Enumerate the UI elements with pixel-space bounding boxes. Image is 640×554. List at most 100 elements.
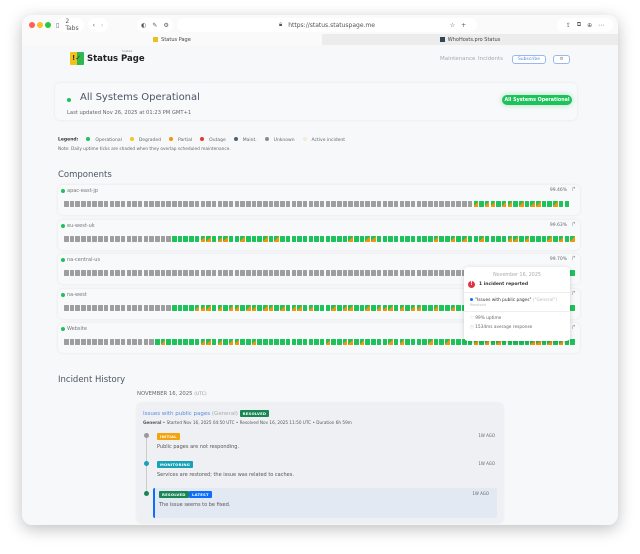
uptime-tick[interactable]: [376, 235, 382, 242]
uptime-tick[interactable]: [524, 201, 530, 207]
uptime-tick[interactable]: [120, 270, 126, 276]
uptime-tick[interactable]: [103, 339, 109, 345]
uptime-tick[interactable]: [302, 270, 308, 276]
uptime-tick[interactable]: [541, 235, 547, 242]
uptime-tick[interactable]: [126, 235, 132, 242]
uptime-tick[interactable]: [143, 270, 149, 276]
uptime-tick[interactable]: [439, 235, 444, 242]
uptime-tick[interactable]: [496, 235, 501, 242]
uptime-tick[interactable]: [319, 235, 325, 242]
uptime-tick[interactable]: [445, 235, 450, 242]
uptime-tick[interactable]: [132, 339, 137, 345]
uptime-tick[interactable]: [263, 339, 268, 345]
uptime-tick[interactable]: [86, 270, 92, 276]
uptime-tick[interactable]: [479, 235, 484, 242]
uptime-tick[interactable]: [280, 235, 285, 242]
uptime-tick[interactable]: [399, 201, 405, 207]
uptime-tick[interactable]: [342, 235, 348, 242]
uptime-tick[interactable]: [319, 270, 325, 276]
uptime-tick[interactable]: [155, 235, 160, 242]
copy-icon[interactable]: ⧉: [576, 21, 582, 28]
uptime-tick[interactable]: [484, 235, 490, 242]
uptime-tick[interactable]: [206, 201, 211, 207]
uptime-tick[interactable]: [570, 235, 575, 242]
uptime-tick[interactable]: [450, 235, 456, 242]
uptime-tick[interactable]: [473, 201, 478, 207]
uptime-tick[interactable]: [240, 339, 245, 345]
uptime-tick[interactable]: [223, 270, 228, 276]
uptime-tick[interactable]: [302, 304, 308, 311]
uptime-tick[interactable]: [410, 339, 416, 345]
uptime-tick[interactable]: [120, 304, 126, 311]
uptime-tick[interactable]: [194, 270, 200, 276]
uptime-tick[interactable]: [484, 339, 490, 345]
uptime-tick[interactable]: [359, 339, 365, 345]
uptime-tick[interactable]: [81, 201, 86, 207]
uptime-tick[interactable]: [240, 270, 245, 276]
uptime-tick[interactable]: [240, 201, 245, 207]
uptime-tick[interactable]: [359, 201, 365, 207]
uptime-tick[interactable]: [234, 339, 240, 345]
uptime-tick[interactable]: [428, 270, 433, 276]
uptime-tick[interactable]: [234, 304, 240, 311]
uptime-tick[interactable]: [92, 339, 97, 345]
uptime-tick[interactable]: [194, 235, 200, 242]
uptime-tick[interactable]: [223, 304, 228, 311]
uptime-tick[interactable]: [371, 201, 376, 207]
uptime-tick[interactable]: [268, 339, 274, 345]
uptime-tick[interactable]: [211, 339, 217, 345]
uptime-tick[interactable]: [274, 235, 279, 242]
uptime-tick[interactable]: [530, 201, 535, 207]
uptime-tick[interactable]: [405, 304, 410, 311]
uptime-tick[interactable]: [291, 339, 296, 345]
uptime-tick[interactable]: [501, 339, 507, 345]
uptime-tick[interactable]: [325, 270, 331, 276]
uptime-tick[interactable]: [160, 235, 166, 242]
uptime-tick[interactable]: [115, 339, 120, 345]
uptime-tick[interactable]: [132, 270, 137, 276]
uptime-tick[interactable]: [211, 304, 217, 311]
uptime-tick[interactable]: [524, 235, 530, 242]
uptime-tick[interactable]: [291, 304, 296, 311]
uptime-tick[interactable]: [155, 339, 160, 345]
uptime-tick[interactable]: [137, 201, 143, 207]
uptime-tick[interactable]: [354, 339, 359, 345]
uptime-tick[interactable]: [115, 304, 120, 311]
external-link-icon[interactable]: ↱: [570, 186, 576, 193]
uptime-tick[interactable]: [92, 201, 97, 207]
uptime-tick[interactable]: [473, 235, 478, 242]
uptime-tick[interactable]: [274, 201, 279, 207]
uptime-tick[interactable]: [541, 201, 547, 207]
uptime-tick[interactable]: [280, 339, 285, 345]
uptime-tick[interactable]: [371, 270, 376, 276]
uptime-tick[interactable]: [382, 270, 387, 276]
uptime-tick[interactable]: [109, 304, 114, 311]
uptime-tick[interactable]: [325, 201, 331, 207]
uptime-tick[interactable]: [166, 339, 171, 345]
uptime-tick[interactable]: [433, 235, 439, 242]
uptime-tick[interactable]: [126, 270, 132, 276]
uptime-tick[interactable]: [189, 270, 194, 276]
uptime-tick[interactable]: [75, 270, 80, 276]
uptime-tick[interactable]: [109, 235, 114, 242]
uptime-tick[interactable]: [109, 201, 114, 207]
uptime-tick[interactable]: [223, 339, 228, 345]
uptime-tick[interactable]: [337, 235, 342, 242]
uptime-tick[interactable]: [365, 201, 370, 207]
uptime-tick[interactable]: [553, 201, 558, 207]
uptime-tick[interactable]: [166, 201, 171, 207]
uptime-tick[interactable]: [337, 304, 342, 311]
uptime-tick[interactable]: [536, 339, 541, 345]
uptime-tick[interactable]: [308, 270, 314, 276]
uptime-tick[interactable]: [64, 201, 69, 207]
uptime-tick[interactable]: [319, 201, 325, 207]
uptime-tick[interactable]: [137, 339, 143, 345]
uptime-tick[interactable]: [399, 339, 405, 345]
uptime-tick[interactable]: [530, 339, 535, 345]
uptime-tick[interactable]: [155, 201, 160, 207]
uptime-tick[interactable]: [496, 201, 501, 207]
uptime-tick[interactable]: [228, 270, 234, 276]
uptime-tick[interactable]: [86, 339, 92, 345]
uptime-tick[interactable]: [285, 201, 291, 207]
uptime-tick[interactable]: [490, 235, 496, 242]
